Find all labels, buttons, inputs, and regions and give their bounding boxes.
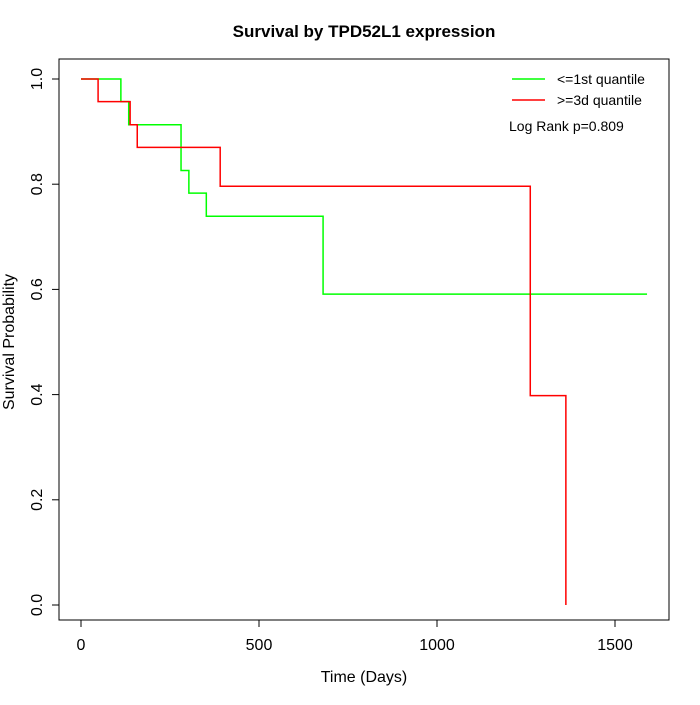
x-tick-label: 1500	[597, 637, 633, 654]
x-tick-label: 1000	[419, 637, 455, 654]
series-line-1	[81, 78, 567, 605]
x-tick-label: 500	[246, 637, 273, 654]
x-axis-label: Time (Days)	[321, 669, 408, 686]
y-tick-label: 0.0	[29, 594, 46, 616]
y-axis-label: Survival Probability	[1, 274, 18, 410]
chart-title: Survival by TPD52L1 expression	[233, 22, 496, 41]
y-tick-label: 0.2	[29, 489, 46, 511]
log-rank-annotation: Log Rank p=0.809	[509, 118, 624, 134]
y-tick-label: 0.4	[29, 383, 46, 405]
plot-frame	[58, 58, 670, 621]
x-tick-label: 0	[77, 637, 86, 654]
y-tick-label: 0.6	[29, 278, 46, 300]
legend-label-0: <=1st quantile	[557, 71, 645, 87]
legend-label-1: >=3d quantile	[557, 92, 642, 108]
y-tick-label: 0.8	[29, 173, 46, 195]
y-tick-label: 1.0	[29, 68, 46, 90]
